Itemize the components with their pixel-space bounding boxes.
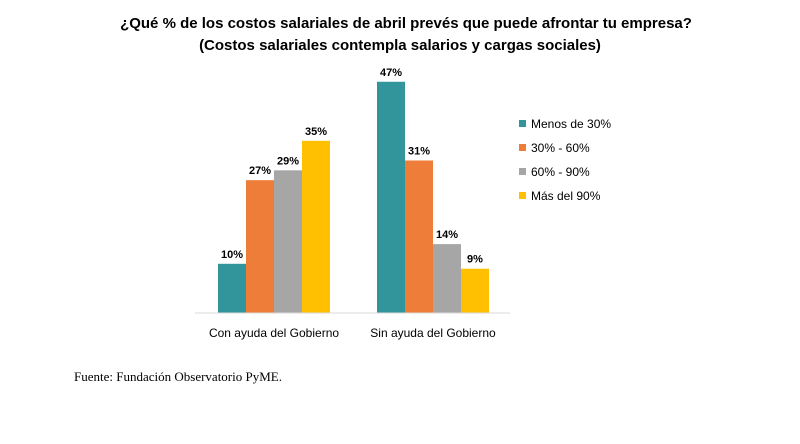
- category-label: Sin ayuda del Gobierno: [370, 326, 496, 340]
- data-label: 10%: [221, 249, 243, 261]
- data-label: 27%: [249, 165, 271, 177]
- bar-con-ayuda-series-4: [302, 140, 330, 313]
- legend-label: 30% - 60%: [531, 141, 590, 155]
- data-label: 47%: [380, 67, 402, 79]
- bar-chart: 10% 27% 29% 35% 47% 31% 14% 9% Con ayuda del Go…: [195, 67, 611, 340]
- bar-sin-ayuda-series-2: [405, 160, 433, 313]
- data-label: 9%: [467, 254, 483, 266]
- legend-label: 60% - 90%: [531, 165, 590, 179]
- bar-sin-ayuda-series-4: [461, 268, 489, 313]
- chart-title-line-1: ¿Qué % de los costos salariales de abril…: [120, 15, 692, 32]
- legend-swatch: [519, 192, 526, 199]
- category-label: Con ayuda del Gobierno: [209, 326, 339, 340]
- data-label: 29%: [277, 155, 299, 167]
- bar-con-ayuda-series-2: [246, 180, 274, 313]
- data-labels-group: 10% 27% 29% 35% 47% 31% 14% 9%: [221, 67, 483, 266]
- bar-sin-ayuda-series-3: [433, 244, 461, 313]
- data-label: 35%: [305, 126, 327, 138]
- bar-con-ayuda-series-1: [218, 263, 246, 313]
- legend-swatch: [519, 120, 526, 127]
- category-labels-group: Con ayuda del Gobierno Sin ayuda del Gobi…: [209, 326, 496, 340]
- bar-sin-ayuda-series-1: [377, 81, 405, 313]
- source-note: Fuente: Fundación Observatorio PyME.: [74, 369, 282, 384]
- legend-swatch: [519, 168, 526, 175]
- legend-label: Menos de 30%: [531, 117, 611, 131]
- data-label: 31%: [408, 145, 430, 157]
- bars-group: [218, 81, 489, 313]
- legend-label: Más del 90%: [531, 189, 601, 203]
- legend: Menos de 30% 30% - 60% 60% - 90% Más del 90…: [519, 117, 611, 203]
- bar-con-ayuda-series-3: [274, 170, 302, 313]
- chart-title-line-2: (Costos salariales contempla salarios y …: [199, 37, 601, 54]
- legend-swatch: [519, 144, 526, 151]
- data-label: 14%: [436, 229, 458, 241]
